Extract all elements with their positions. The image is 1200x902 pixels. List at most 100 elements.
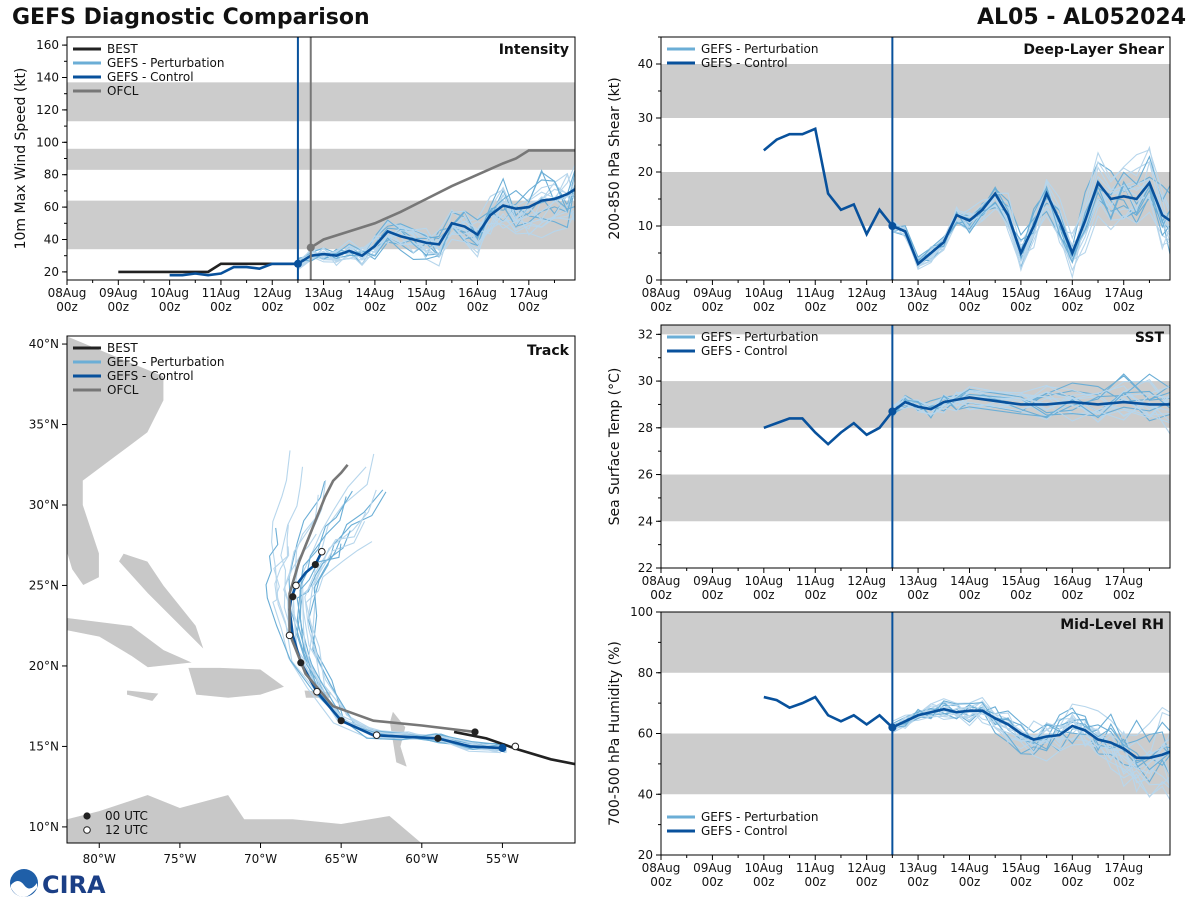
legend-label: OFCL — [107, 84, 139, 98]
legend-label: GEFS - Perturbation — [107, 56, 224, 70]
marker-12utc — [511, 742, 520, 751]
plot-area — [661, 37, 1170, 280]
land-hispaniola — [187, 667, 286, 699]
x-tick-label-day: 16Aug — [1053, 861, 1092, 875]
marker-00utc — [471, 728, 479, 736]
x-tick-label-hour: 00z — [959, 300, 981, 314]
y-tick-label: 26 — [638, 468, 653, 482]
x-tick-label-hour: 00z — [753, 875, 775, 889]
y-tick-label: 60 — [44, 200, 59, 214]
panel-title: SST — [1135, 330, 1165, 346]
x-tick-label-hour: 00z — [1010, 588, 1032, 602]
y-tick-label: 0 — [645, 273, 653, 287]
control-init-point — [888, 222, 897, 230]
threshold-band — [67, 82, 575, 122]
marker-00utc — [289, 593, 297, 601]
panel-title: Deep-Layer Shear — [1023, 42, 1164, 58]
cira-logo: CIRA — [4, 868, 114, 899]
y-tick-label: 20 — [44, 265, 59, 279]
perturbation-track-line — [265, 527, 506, 746]
x-tick-label-day: 17Aug — [1104, 286, 1143, 300]
x-tick-label-day: 15Aug — [407, 286, 446, 300]
x-tick-label-day: 13Aug — [899, 574, 938, 588]
land-east-coast — [67, 336, 165, 586]
perturbation-member-line — [892, 155, 1170, 261]
marker-12utc — [292, 581, 300, 590]
perturbation-track-line — [288, 481, 507, 751]
perturbation-track-line — [272, 546, 498, 752]
x-tick-label-hour: 00z — [702, 300, 724, 314]
x-tick-label-day: 14Aug — [950, 861, 989, 875]
x-tick-label-hour: 00z — [108, 300, 130, 314]
x-tick-label-hour: 00z — [804, 588, 826, 602]
x-tick-label-hour: 00z — [753, 300, 775, 314]
x-tick-label-day: 17Aug — [509, 286, 548, 300]
y-tick-label: 22 — [638, 561, 653, 575]
x-tick-label-hour: 00z — [702, 875, 724, 889]
x-tick-label-day: 15Aug — [1002, 574, 1041, 588]
x-tick-label-day: 08Aug — [48, 286, 87, 300]
panel-intensity: 2040608010012014016008Aug00z09Aug00z10Au… — [13, 36, 576, 314]
x-tick-label-day: 09Aug — [693, 574, 732, 588]
marker-12utc — [285, 631, 294, 640]
legend-label: GEFS - Control — [701, 344, 788, 358]
control-init-point — [888, 723, 897, 732]
y-tick-label: 100 — [36, 135, 59, 149]
x-tick-label-hour: 00z — [1062, 875, 1084, 889]
panel-sst: 22242628303208Aug00z09Aug00z10Aug00z11Au… — [607, 324, 1171, 602]
page-title: GEFS Diagnostic Comparison — [12, 5, 370, 30]
lat-tick-label: 10°N — [29, 820, 59, 834]
x-tick-label-hour: 00z — [702, 588, 724, 602]
perturbation-member-line — [892, 701, 1170, 784]
legend-label: GEFS - Control — [107, 70, 194, 84]
y-tick-label: 80 — [44, 168, 59, 182]
perturbation-member-line — [891, 390, 1170, 419]
storm-id: AL05 - AL052024 — [977, 5, 1186, 30]
x-tick-label-day: 08Aug — [642, 286, 681, 300]
plot-area — [661, 325, 1170, 568]
lat-tick-label: 15°N — [29, 739, 59, 753]
cira-logo-text: CIRA — [42, 871, 106, 898]
legend-label: GEFS - Control — [701, 824, 788, 838]
x-tick-label-day: 13Aug — [899, 286, 938, 300]
x-tick-label-day: 15Aug — [1002, 286, 1041, 300]
legend-label: GEFS - Perturbation — [701, 810, 818, 824]
x-tick-label-hour: 00z — [1113, 588, 1135, 602]
panel-title: Track — [527, 343, 570, 359]
plot-area — [67, 37, 575, 280]
x-tick-label-day: 17Aug — [1104, 574, 1143, 588]
y-tick-label: 40 — [638, 57, 653, 71]
control-init-point — [293, 259, 302, 268]
marker-12utc — [313, 687, 321, 696]
map-frame — [66, 335, 576, 844]
legend-label: 12 UTC — [105, 823, 148, 837]
lon-tick-label: 80°W — [83, 852, 116, 866]
perturbation-member-line — [297, 185, 575, 266]
lon-tick-label: 70°W — [244, 852, 277, 866]
x-tick-label-hour: 00z — [907, 300, 929, 314]
lon-tick-label: 65°W — [325, 852, 358, 866]
x-tick-label-day: 10Aug — [744, 861, 783, 875]
lon-tick-label: 75°W — [163, 852, 196, 866]
x-tick-label-day: 13Aug — [304, 286, 343, 300]
x-tick-label-day: 16Aug — [458, 286, 497, 300]
legend-label: GEFS - Perturbation — [701, 330, 818, 344]
x-tick-label-hour: 00z — [210, 300, 232, 314]
x-tick-label-hour: 00z — [415, 300, 437, 314]
x-tick-label-hour: 00z — [56, 300, 78, 314]
land-cuba — [67, 617, 195, 668]
x-tick-label-hour: 00z — [650, 875, 672, 889]
y-tick-label: 40 — [44, 233, 59, 247]
x-tick-label-day: 08Aug — [642, 574, 681, 588]
x-tick-label-day: 16Aug — [1053, 574, 1092, 588]
control-line — [763, 695, 1170, 760]
threshold-band — [661, 325, 1170, 335]
x-tick-label-hour: 00z — [959, 588, 981, 602]
perturbation-member-line — [891, 707, 1170, 780]
y-tick-label: 30 — [638, 111, 653, 125]
perturbation-track-line — [296, 543, 506, 753]
y-axis-label: Sea Surface Temp (°C) — [607, 368, 623, 526]
plot-frame — [660, 36, 1171, 281]
y-axis-label: 10m Max Wind Speed (kt) — [13, 68, 29, 250]
x-tick-label-hour: 00z — [804, 300, 826, 314]
